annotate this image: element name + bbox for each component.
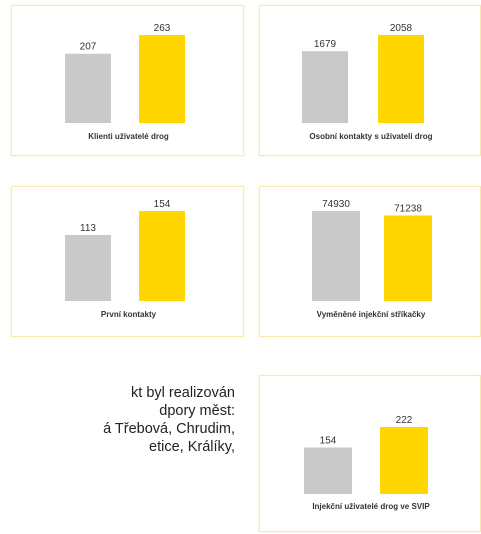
bar-current <box>380 427 428 494</box>
bar-previous <box>304 447 352 494</box>
body-text-line-2: dpory měst: <box>159 403 235 419</box>
chart-card-1: 207 263 Klienti uživatelé drog <box>11 5 244 156</box>
body-text-line-4: etice, Králíky, <box>149 439 235 455</box>
bar-current <box>378 35 424 123</box>
chart-card-4: 74930 71238 Vyměněné injekční stříkačky <box>259 186 481 337</box>
body-text-line-3: á Třebová, Chrudim, <box>103 421 235 437</box>
bar-chart-1: 207 263 Klienti uživatelé drog <box>65 23 185 141</box>
bar-current <box>139 35 185 123</box>
chart-title: První kontakty <box>101 310 157 319</box>
bar-current <box>139 211 185 301</box>
bar-value-label: 207 <box>80 42 97 53</box>
bar-value-label: 2058 <box>390 23 413 34</box>
bar-chart-4: 74930 71238 Vyměněné injekční stříkačky <box>312 199 432 319</box>
chart-title: Klienti uživatelé drog <box>88 132 169 141</box>
bar-previous <box>312 211 360 301</box>
bar-value-label: 1679 <box>314 39 337 50</box>
body-text: kt byl realizován dpory měst: á Třebová,… <box>0 384 235 534</box>
bar-value-label: 154 <box>320 436 337 447</box>
bar-previous <box>302 51 348 123</box>
chart-title: Osobní kontakty s uživateli drog <box>309 132 432 141</box>
body-text-line-1: kt byl realizován <box>131 385 235 401</box>
bar-value-label: 154 <box>154 199 171 210</box>
chart-card-2: 1679 2058 Osobní kontakty s uživateli drog <box>259 5 481 156</box>
bar-value-label: 74930 <box>322 199 350 210</box>
bar-chart-3: 113 154 První kontakty <box>65 199 185 319</box>
chart-card-3: 113 154 První kontakty <box>11 186 244 337</box>
bar-chart-2: 1679 2058 Osobní kontakty s uživateli drog <box>302 23 433 141</box>
bar-current <box>384 215 432 301</box>
bar-value-label: 263 <box>154 23 171 34</box>
bar-chart-5: 154 222 Injekční uživatelé drog ve SVIP <box>304 415 430 511</box>
bar-value-label: 113 <box>80 223 96 234</box>
chart-title: Vyměněné injekční stříkačky <box>317 310 426 319</box>
bar-value-label: 71238 <box>394 203 422 214</box>
chart-title: Injekční uživatelé drog ve SVIP <box>312 502 430 511</box>
bar-previous <box>65 53 111 124</box>
chart-card-5: 154 222 Injekční uživatelé drog ve SVIP <box>259 375 481 532</box>
bar-previous <box>65 234 111 301</box>
bar-value-label: 222 <box>396 415 413 426</box>
